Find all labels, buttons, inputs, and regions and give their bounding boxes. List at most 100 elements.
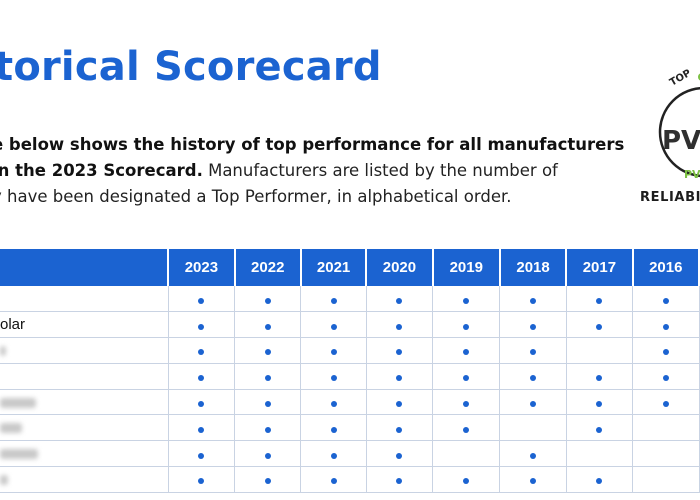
year-cell-2016 — [632, 286, 700, 313]
year-cell-2020 — [366, 311, 434, 339]
year-cell-2018 — [499, 311, 567, 339]
table-row — [0, 440, 700, 468]
year-cell-2017 — [566, 414, 634, 442]
top-performer-dot — [596, 426, 603, 433]
top-performer-dot — [596, 478, 603, 485]
year-cell-2018 — [499, 414, 567, 442]
top-performer-dot — [330, 426, 337, 433]
top-performer-dot — [596, 375, 603, 382]
manufacturer-name: olar — [0, 316, 26, 334]
year-cell-2022 — [234, 466, 302, 493]
top-performer-badge: TOP PV PV — [632, 60, 700, 210]
year-cell-2021 — [300, 440, 367, 468]
year-header-2016: 2016 — [632, 249, 700, 286]
year-cell-2022 — [234, 311, 302, 339]
intro-paragraph: e below shows the history of top perform… — [0, 132, 624, 210]
top-performer-dot — [264, 401, 271, 408]
year-header-2022: 2022 — [234, 249, 302, 286]
year-cell-2023 — [168, 414, 236, 442]
table-row — [0, 363, 700, 390]
table-row — [0, 389, 700, 416]
year-header-2023: 2023 — [168, 249, 236, 286]
top-performer-dot — [463, 478, 470, 485]
top-performer-dot — [596, 401, 603, 408]
top-performer-dot — [330, 375, 337, 382]
top-performer-dot — [530, 375, 537, 382]
redacted-name — [0, 449, 38, 460]
top-performer-dot — [264, 426, 271, 433]
top-performer-dot — [198, 349, 205, 356]
top-performer-dot — [463, 297, 470, 304]
intro-line2-bold: in the 2023 Scorecard. — [0, 161, 203, 180]
year-cell-2017 — [566, 311, 634, 339]
top-performer-dot — [530, 452, 537, 459]
year-header-2019: 2019 — [432, 249, 501, 286]
year-header-2020: 2020 — [366, 249, 434, 286]
top-performer-dot — [662, 401, 669, 408]
top-performer-dot — [596, 297, 603, 304]
year-cell-2018 — [499, 440, 567, 468]
year-cell-2017 — [566, 440, 634, 468]
top-performer-dot — [330, 401, 337, 408]
top-performer-dot — [330, 452, 337, 459]
year-header-2017: 2017 — [566, 249, 634, 286]
top-performer-dot — [463, 401, 470, 408]
scorecard-table: 2023 2022 2021 2020 2019 2018 2017 2016 olar — [0, 249, 700, 493]
top-performer-dot — [198, 426, 205, 433]
manufacturer-name-cell — [0, 363, 169, 390]
top-performer-dot — [463, 375, 470, 382]
year-cell-2023 — [168, 311, 236, 339]
year-cell-2023 — [168, 286, 236, 313]
table-row — [0, 414, 700, 442]
top-performer-dot — [396, 375, 403, 382]
year-cell-2019 — [432, 414, 501, 442]
top-performer-dot — [396, 297, 403, 304]
year-cell-2020 — [366, 466, 434, 493]
top-performer-dot — [396, 401, 403, 408]
intro-line2-rest: Manufacturers are listed by the number o… — [202, 161, 558, 180]
top-performer-dot — [396, 478, 403, 485]
top-performer-dot — [330, 478, 337, 485]
year-cell-2021 — [300, 466, 367, 493]
table-body: olar — [0, 286, 700, 493]
badge-emblem-icon: TOP PV PV — [658, 68, 700, 181]
redacted-name — [0, 423, 22, 434]
badge-top-text: TOP — [668, 68, 693, 89]
top-performer-dot — [463, 426, 470, 433]
redacted-name — [0, 397, 36, 408]
year-cell-2016 — [632, 311, 700, 339]
top-performer-dot — [330, 349, 337, 356]
year-cell-2021 — [300, 363, 367, 390]
top-performer-dot — [264, 478, 271, 485]
year-cell-2020 — [366, 440, 434, 468]
badge-center-text: PV — [662, 126, 700, 156]
top-performer-dot — [662, 297, 669, 304]
year-cell-2023 — [168, 337, 236, 364]
top-performer-dot — [463, 323, 470, 330]
year-cell-2021 — [300, 337, 367, 364]
top-performer-dot — [264, 323, 271, 330]
top-performer-dot — [264, 349, 271, 356]
year-cell-2017 — [566, 286, 634, 313]
top-performer-dot — [662, 349, 669, 356]
year-cell-2019 — [432, 389, 501, 416]
year-cell-2016 — [632, 337, 700, 364]
top-performer-dot — [396, 426, 403, 433]
top-performer-dot — [530, 478, 537, 485]
year-cell-2022 — [234, 286, 302, 313]
badge-small-text: PV — [684, 168, 700, 181]
table-row — [0, 466, 700, 493]
top-performer-dot — [662, 375, 669, 382]
table-row — [0, 337, 700, 364]
year-cell-2020 — [366, 286, 434, 313]
year-cell-2017 — [566, 466, 634, 493]
manufacturer-name-cell — [0, 337, 169, 364]
top-performer-dot — [396, 349, 403, 356]
year-cell-2020 — [366, 337, 434, 364]
top-performer-dot — [530, 401, 537, 408]
intro-line1: e below shows the history of top perform… — [0, 135, 625, 154]
top-performer-dot — [396, 452, 403, 459]
year-cell-2018 — [499, 337, 567, 364]
year-cell-2020 — [366, 389, 434, 416]
top-performer-dot — [198, 375, 205, 382]
